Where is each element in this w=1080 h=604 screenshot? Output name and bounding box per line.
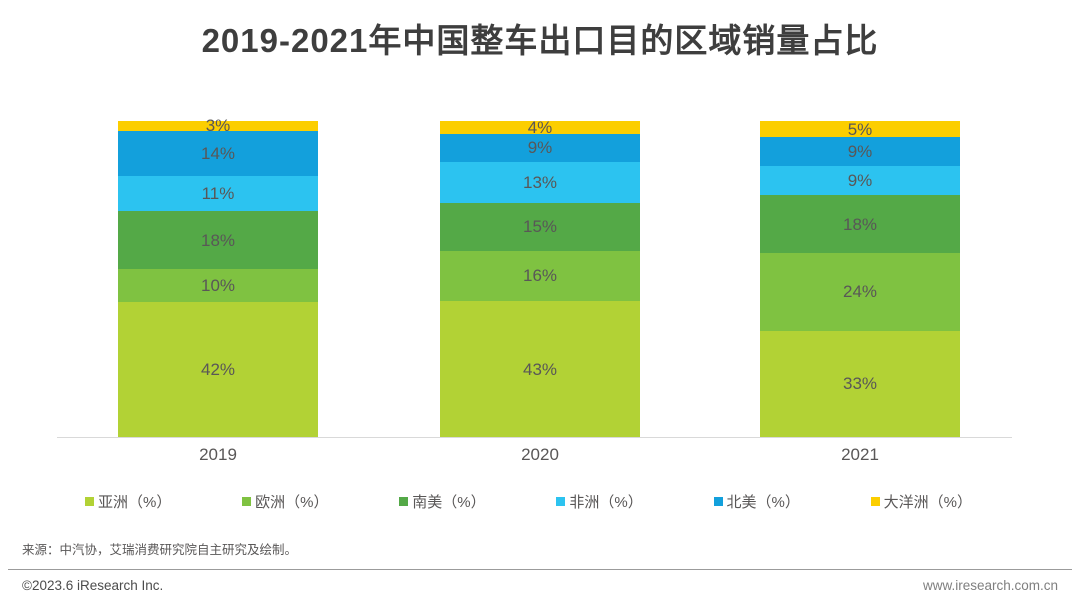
segment-value-label: 4% — [527, 117, 553, 137]
segment-value-label: 33% — [842, 374, 878, 394]
segment-value-label: 14% — [200, 143, 236, 163]
legend-swatch-icon — [399, 497, 409, 506]
bar-segment: 24% — [760, 253, 960, 331]
bar-segment: 11% — [118, 175, 318, 212]
segment-value-label: 9% — [847, 142, 873, 162]
stacked-bar-2020: 43% 16% 15% 13% 9% 4% — [440, 117, 640, 437]
segment-value-label: 16% — [522, 266, 558, 286]
bar-segment: 42% — [118, 301, 318, 437]
legend-swatch-icon — [713, 497, 723, 506]
x-tick-label: 2021 — [841, 445, 879, 464]
legend-item-5: 大洋洲（%） — [870, 491, 972, 512]
legend-item-2: 南美（%） — [399, 491, 486, 512]
legend: 亚洲（%） 欧洲（%） 南美（%） 非洲（%） 北美（%） 大洋洲（%） — [85, 491, 972, 512]
legend-label: 北美（%） — [726, 494, 800, 511]
source-note: 来源：中汽协，艾瑞消费研究院自主研究及绘制。 — [22, 543, 298, 557]
segment-value-label: 9% — [847, 171, 873, 191]
bar-segment: 13% — [440, 162, 640, 204]
bar-segment: 16% — [440, 250, 640, 302]
bar-segment: 18% — [118, 211, 318, 270]
stacked-bar-2019: 42% 10% 18% 11% 14% 3% — [118, 117, 318, 437]
legend-swatch-icon — [556, 497, 566, 506]
segment-value-label: 18% — [200, 230, 236, 250]
segment-value-label: 13% — [522, 173, 558, 193]
segment-value-label: 9% — [527, 138, 553, 158]
segment-value-label: 11% — [201, 184, 235, 204]
website-link[interactable]: www.iresearch.com.cn — [922, 578, 1058, 593]
segment-value-label: 43% — [522, 359, 558, 379]
segment-value-label: 42% — [200, 359, 236, 379]
segment-value-label: 15% — [522, 217, 558, 237]
legend-label: 南美（%） — [412, 494, 486, 511]
legend-item-0: 亚洲（%） — [85, 491, 171, 512]
legend-label: 大洋洲（%） — [883, 494, 972, 511]
bar-segment: 9% — [760, 137, 960, 167]
legend-label: 非洲（%） — [569, 494, 643, 511]
bar-segment: 9% — [760, 166, 960, 196]
segment-value-label: 5% — [847, 119, 873, 139]
footer-divider — [8, 569, 1072, 570]
bar-segment: 4% — [440, 117, 640, 137]
legend-label: 亚洲（%） — [98, 494, 172, 511]
bar-segment: 3% — [118, 117, 318, 134]
segment-value-label: 24% — [842, 282, 878, 302]
x-tick-label: 2020 — [521, 445, 559, 464]
bar-segment: 15% — [440, 203, 640, 251]
segment-value-label: 18% — [842, 214, 878, 234]
bar-segment: 18% — [760, 195, 960, 254]
legend-item-4: 北美（%） — [713, 491, 800, 512]
stacked-bar-2021: 33% 24% 18% 9% 9% 5% — [760, 121, 960, 437]
legend-label: 欧洲（%） — [255, 494, 329, 511]
x-axis-line — [57, 437, 1012, 438]
bar-segment: 10% — [118, 269, 318, 302]
bar-segment: 9% — [440, 133, 640, 163]
legend-item-1: 欧洲（%） — [242, 491, 328, 512]
x-tick-label: 2019 — [199, 445, 237, 464]
bar-segment: 14% — [118, 130, 318, 176]
legend-swatch-icon — [85, 497, 94, 506]
bar-segment: 43% — [440, 301, 640, 437]
segment-value-label: 10% — [200, 275, 236, 295]
copyright-text: ©2023.6 iResearch Inc. — [22, 578, 164, 593]
legend-swatch-icon — [242, 497, 252, 506]
legend-swatch-icon — [870, 497, 880, 506]
bar-segment: 5% — [760, 119, 960, 139]
bar-segment: 33% — [760, 330, 960, 437]
segment-value-label: 3% — [205, 116, 231, 136]
chart-title: 2019-2021年中国整车出口目的区域销量占比 — [201, 22, 879, 59]
legend-item-3: 非洲（%） — [556, 491, 643, 512]
